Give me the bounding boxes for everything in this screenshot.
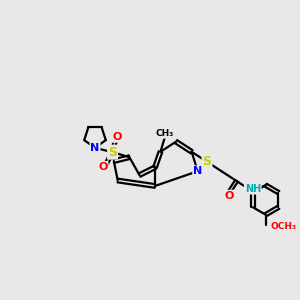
Text: N: N bbox=[193, 166, 203, 176]
Text: OCH₃: OCH₃ bbox=[271, 222, 297, 231]
Text: S: S bbox=[108, 146, 117, 159]
Text: O: O bbox=[112, 132, 122, 142]
Text: O: O bbox=[98, 162, 108, 172]
Text: O: O bbox=[224, 191, 233, 201]
Text: CH₃: CH₃ bbox=[156, 129, 174, 138]
Text: N: N bbox=[90, 143, 100, 153]
Text: S: S bbox=[202, 155, 211, 168]
Text: NH: NH bbox=[244, 184, 261, 194]
